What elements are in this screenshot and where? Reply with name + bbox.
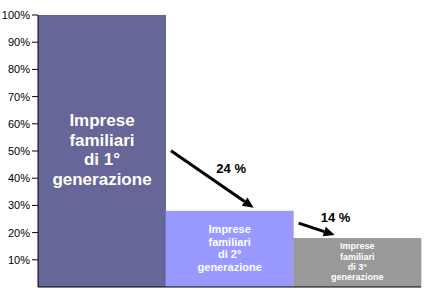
svg-text:di 2°: di 2°	[218, 248, 241, 260]
svg-text:di 3°: di 3°	[348, 262, 368, 272]
svg-text:familiari: familiari	[340, 252, 375, 262]
svg-text:Imprese: Imprese	[209, 223, 251, 235]
svg-text:familiari: familiari	[209, 236, 251, 248]
svg-text:30%: 30%	[8, 199, 30, 211]
svg-text:10%: 10%	[8, 254, 30, 266]
svg-text:Imprese: Imprese	[69, 111, 134, 130]
svg-text:70%: 70%	[8, 91, 30, 103]
svg-text:80%: 80%	[8, 63, 30, 75]
svg-text:Imprese: Imprese	[340, 241, 375, 251]
svg-text:generazione: generazione	[198, 261, 262, 273]
svg-text:familiari: familiari	[69, 131, 134, 150]
svg-text:40%: 40%	[8, 172, 30, 184]
svg-text:di 1°: di 1°	[84, 150, 120, 169]
svg-text:90%: 90%	[8, 36, 30, 48]
svg-text:50%: 50%	[8, 145, 30, 157]
svg-text:20%: 20%	[8, 227, 30, 239]
svg-text:24 %: 24 %	[216, 161, 246, 176]
svg-text:60%: 60%	[8, 118, 30, 130]
svg-text:generazione: generazione	[52, 170, 151, 189]
svg-text:14 %: 14 %	[321, 210, 351, 225]
svg-text:generazione: generazione	[331, 272, 384, 282]
svg-text:100%: 100%	[8, 9, 30, 21]
